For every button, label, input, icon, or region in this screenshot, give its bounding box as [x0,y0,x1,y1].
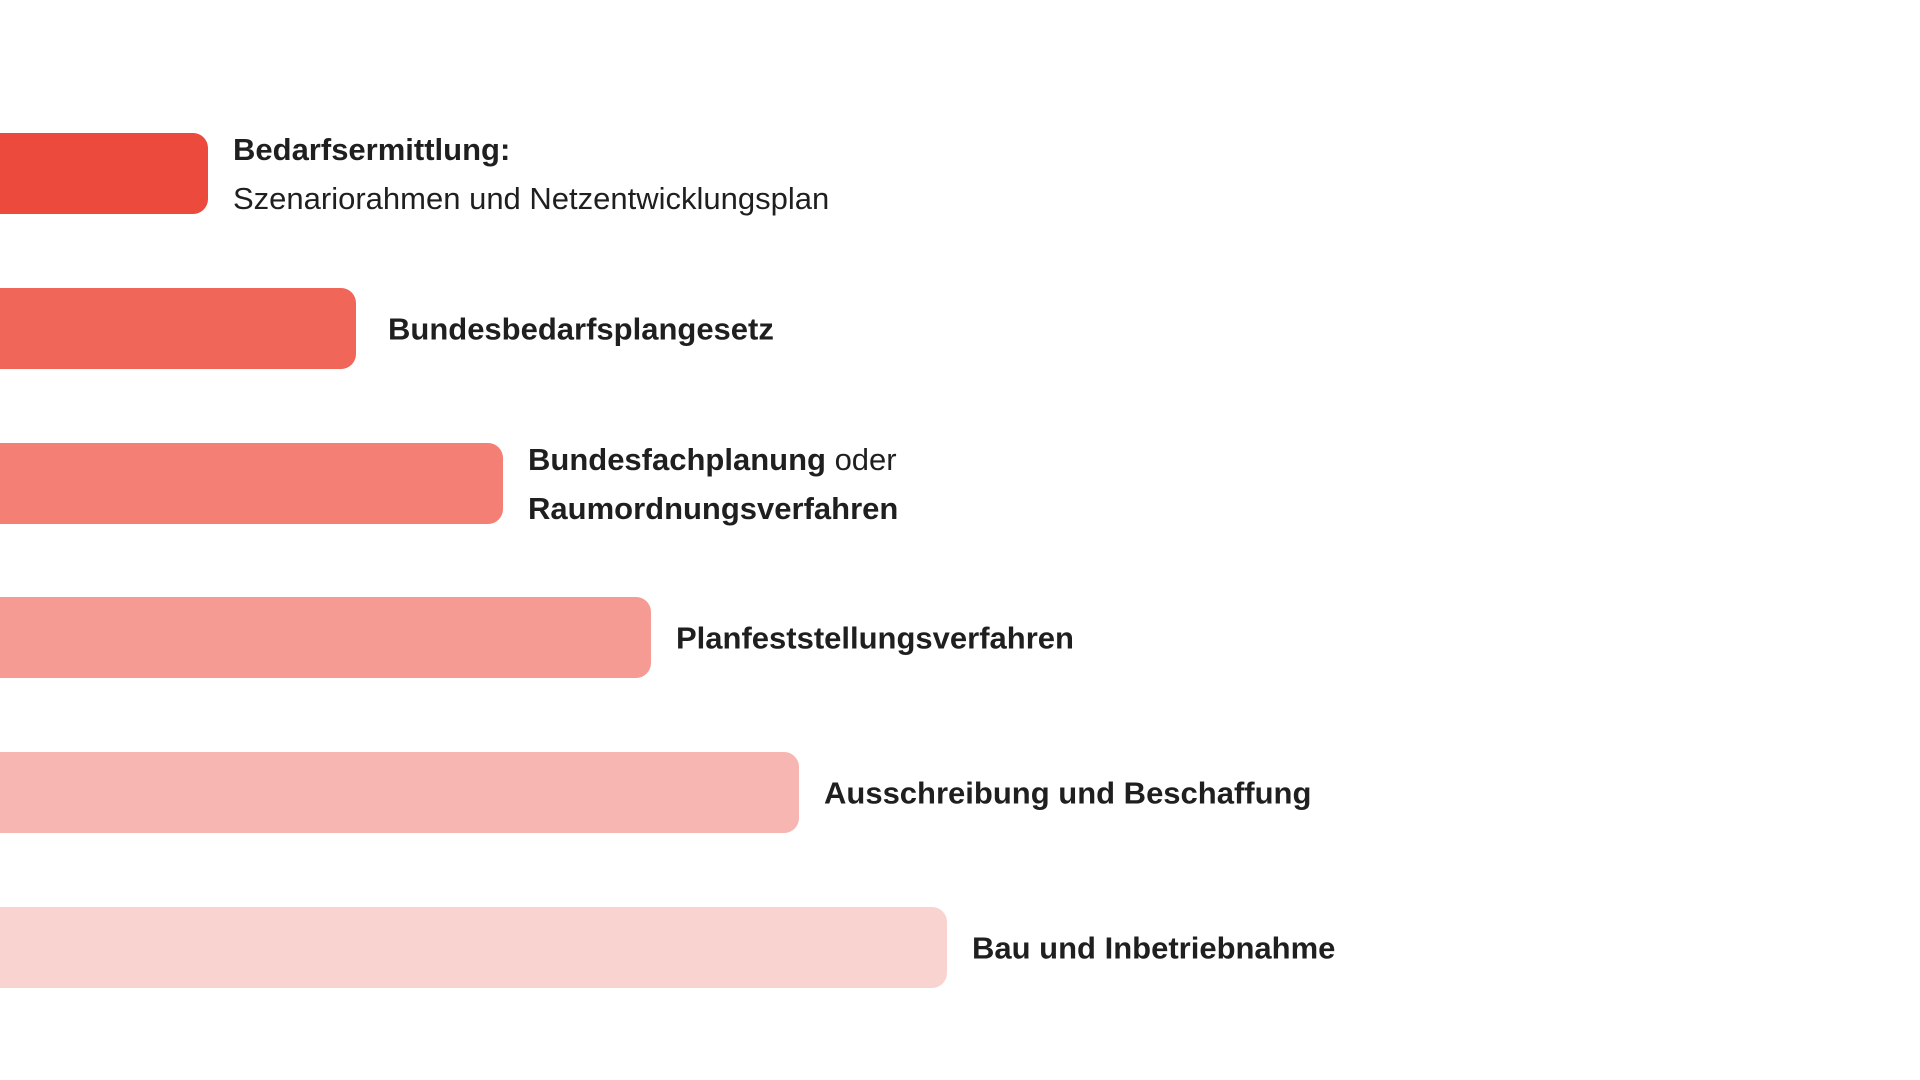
step-title: Bau und Inbetriebnahme [972,930,1336,965]
step-connector: oder [825,441,897,477]
step-title-alt: Raumordnungsverfahren [528,490,899,526]
step-label: Bau und Inbetriebnahme [972,923,1335,972]
step-bar [0,288,356,369]
step-title: Bundesfachplanung [528,441,826,477]
step-title: Bundesbedarfsplangesetz [388,311,774,346]
step-label: Ausschreibung und Beschaffung [824,768,1311,817]
step-bar [0,133,208,214]
step-label: Bedarfsermittlung: Szenariorahmen und Ne… [233,125,829,223]
step-subtitle: Szenariorahmen und Netzentwicklungsplan [233,180,830,216]
step-title: Planfeststellungsverfahren [676,620,1074,655]
step-title: Bedarfsermittlung: [233,131,511,167]
step-bar [0,907,947,988]
step-bar [0,752,799,833]
step-label: Bundesbedarfsplangesetz [388,304,774,353]
step-bar [0,443,503,524]
step-bar [0,597,651,678]
step-title: Ausschreibung und Beschaffung [824,775,1312,810]
step-label: Bundesfachplanung oder Raumordnungsverfa… [528,435,898,533]
step-label: Planfeststellungsverfahren [676,613,1074,662]
